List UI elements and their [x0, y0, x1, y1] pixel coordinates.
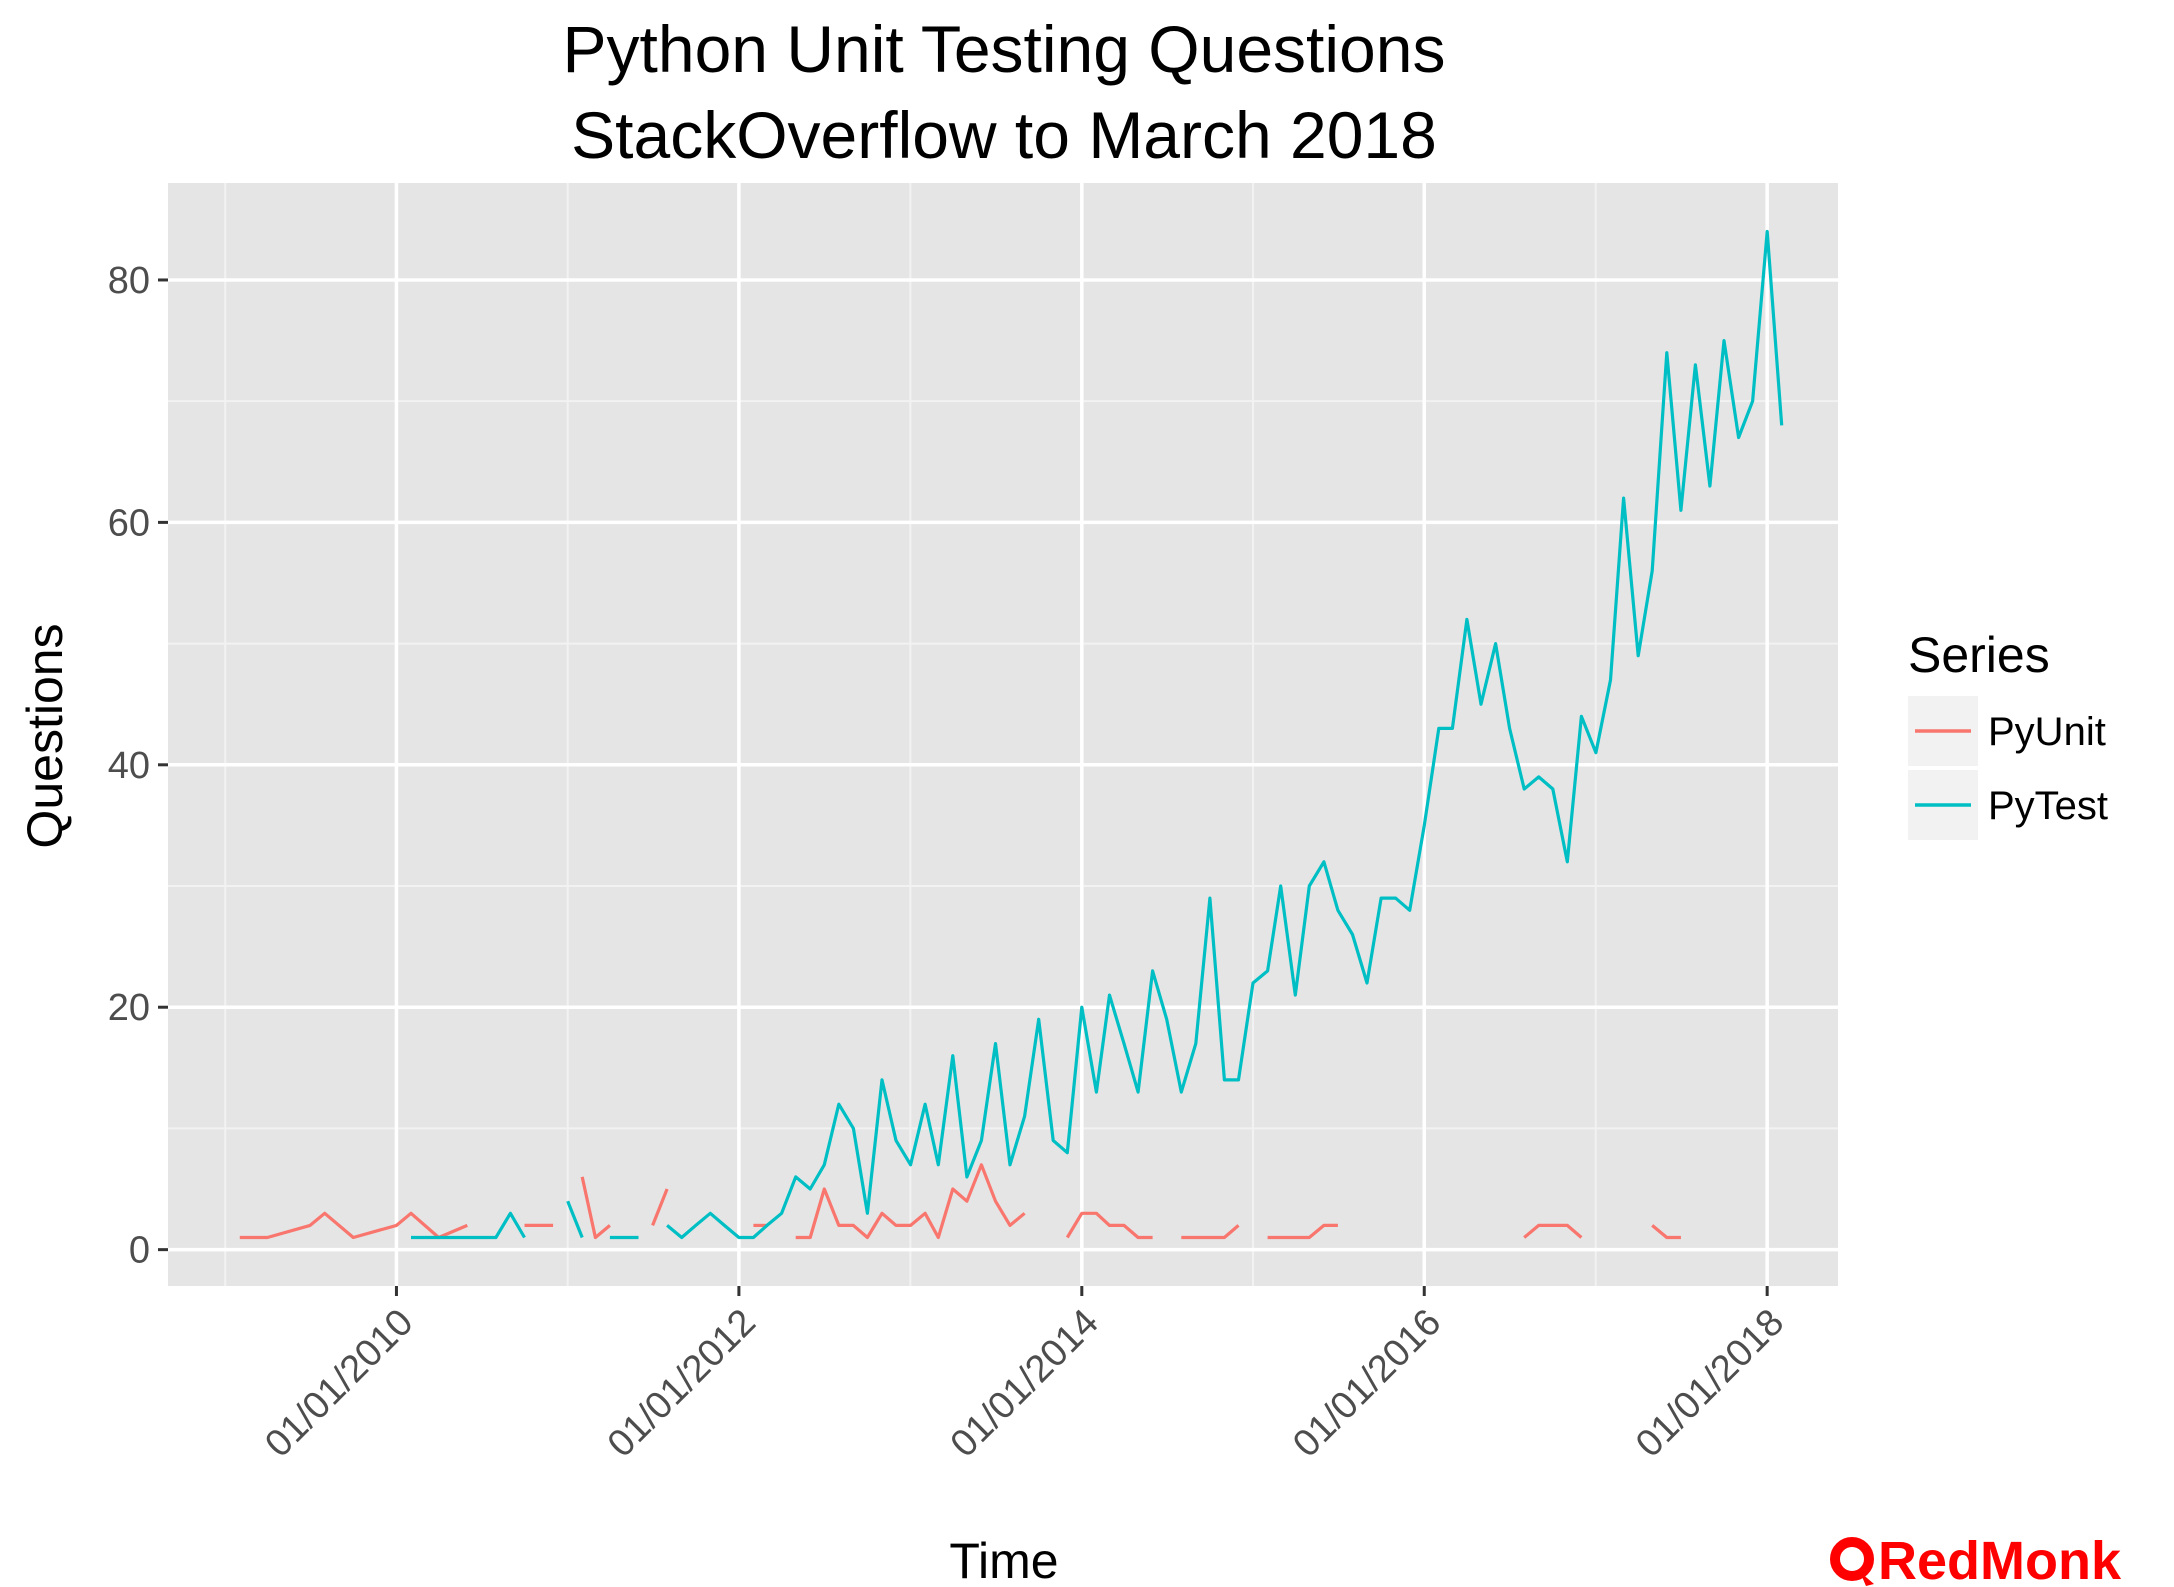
- x-tick-label: 01/01/2012: [600, 1301, 764, 1465]
- series-pyunit-line: [1523, 1223, 1583, 1239]
- legend-label-pytest: PyTest: [1988, 784, 2108, 828]
- series-pytest-line: [566, 1200, 584, 1239]
- series-pytest-line: [666, 229, 1784, 1240]
- redmonk-logo-text: RedMonk: [1878, 1531, 2122, 1587]
- chart-subtitle: StackOverflow to March 2018: [571, 98, 1437, 172]
- chart-title: Python Unit Testing Questions: [563, 12, 1446, 86]
- series-pyunit-line: [239, 1211, 468, 1240]
- minor-grid: [168, 183, 1838, 1286]
- redmonk-logo-icon: [1830, 1537, 1874, 1586]
- legend-items: PyUnit PyTest: [1908, 696, 2108, 840]
- series-pyunit-line: [1181, 1224, 1240, 1240]
- series-lines: [239, 229, 1784, 1240]
- y-tick-label: 40: [108, 745, 150, 787]
- x-tick-label: 01/01/2014: [943, 1301, 1107, 1465]
- redmonk-logo: RedMonk: [1830, 1531, 2122, 1587]
- x-tick-label: 01/01/2018: [1628, 1301, 1792, 1465]
- major-grid: [168, 183, 1838, 1286]
- legend-title: Series: [1908, 627, 2050, 683]
- series-pyunit-line: [1651, 1224, 1681, 1240]
- x-axis-title: Time: [949, 1533, 1058, 1587]
- x-axis: 01/01/2010 01/01/2012 01/01/2014 01/01/2016…: [257, 1286, 1792, 1466]
- y-axis-title: Questions: [17, 623, 73, 848]
- series-pyunit-line: [795, 1163, 1026, 1240]
- series-pytest-line: [411, 1211, 526, 1240]
- series-pyunit-line: [1267, 1223, 1338, 1240]
- y-tick-label: 0: [129, 1230, 150, 1272]
- y-tick-label: 20: [108, 987, 150, 1029]
- series-pyunit-line: [1065, 1211, 1153, 1240]
- x-tick-label: 01/01/2010: [257, 1301, 421, 1465]
- series-pyunit-line: [580, 1176, 611, 1240]
- y-tick-label: 80: [108, 260, 150, 302]
- legend: Series PyUnit PyTest: [1908, 627, 2108, 840]
- y-axis: 0 20 40 60 80: [108, 260, 168, 1272]
- legend-label-pyunit: PyUnit: [1988, 710, 2106, 754]
- series-pyunit-line: [651, 1188, 669, 1226]
- legend-item-pytest: PyTest: [1908, 770, 2108, 840]
- x-tick-label: 01/01/2016: [1285, 1301, 1449, 1465]
- y-tick-label: 60: [108, 502, 150, 544]
- legend-item-pyunit: PyUnit: [1908, 696, 2106, 766]
